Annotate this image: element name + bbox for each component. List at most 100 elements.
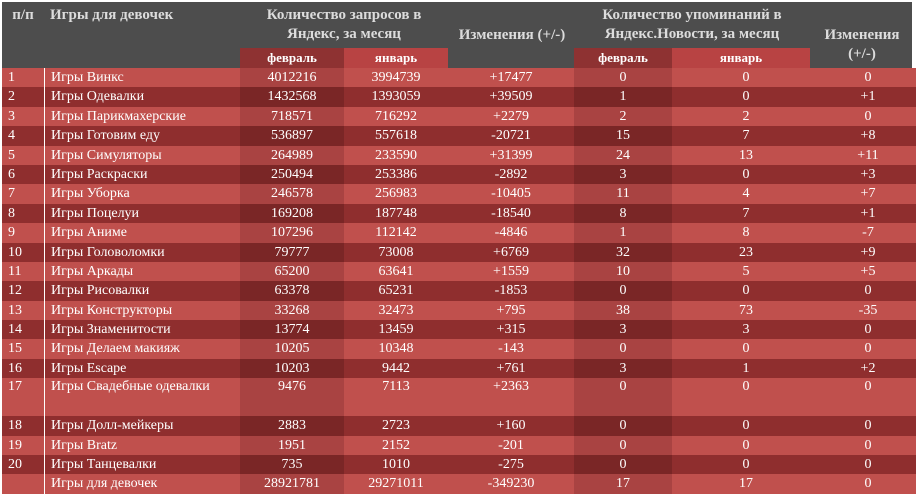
queries-february: 264989 bbox=[240, 145, 344, 165]
game-name: Игры для девочек bbox=[44, 474, 240, 494]
queries-february: 1432568 bbox=[240, 87, 344, 107]
game-name: Игры Делаем макияж bbox=[44, 339, 240, 359]
row-number: 4 bbox=[2, 126, 44, 146]
game-name: Игры Симуляторы bbox=[44, 145, 240, 165]
mentions-january: 0 bbox=[672, 281, 820, 301]
queries-january: 3994739 bbox=[344, 68, 448, 88]
queries-change: +315 bbox=[448, 320, 574, 340]
header-num: п/п bbox=[12, 7, 34, 23]
header-queries-change: Изменения (+/-) bbox=[458, 27, 566, 43]
game-name: Игры Парикмахерские bbox=[44, 106, 240, 127]
queries-january: 253386 bbox=[344, 164, 448, 185]
mentions-change: +2 bbox=[820, 358, 916, 379]
game-name: Игры Винкс bbox=[44, 68, 240, 88]
queries-february: 65200 bbox=[240, 261, 344, 282]
game-name: Игры Bratz bbox=[44, 435, 240, 456]
mentions-change: 0 bbox=[820, 320, 916, 340]
queries-change: +160 bbox=[448, 416, 574, 436]
queries-january: 557618 bbox=[344, 126, 448, 146]
mentions-february: 3 bbox=[574, 320, 672, 340]
table-body: 1 Игры Винкс 4012216 3994739 +17477 0 0 0 2 Игры … bbox=[2, 68, 916, 494]
header-queries-title: Количество запросов в Яндекс, за месяц bbox=[266, 7, 422, 42]
mentions-january: 0 bbox=[672, 87, 820, 107]
mentions-february: 10 bbox=[574, 261, 672, 282]
game-name: Игры Раскраски bbox=[44, 164, 240, 185]
game-name: Игры Уборка bbox=[44, 184, 240, 204]
queries-january: 63641 bbox=[344, 261, 448, 282]
queries-february: 536897 bbox=[240, 126, 344, 146]
mentions-january: 2 bbox=[672, 106, 820, 127]
queries-january: 2723 bbox=[344, 416, 448, 436]
mentions-january: 73 bbox=[672, 300, 820, 321]
mentions-february: 15 bbox=[574, 126, 672, 146]
row-number: 15 bbox=[2, 339, 44, 359]
queries-january: 32473 bbox=[344, 300, 448, 321]
game-name: Игры Аркады bbox=[44, 261, 240, 282]
mentions-change: 0 bbox=[820, 455, 916, 475]
row-number: 12 bbox=[2, 281, 44, 301]
queries-change: -201 bbox=[448, 435, 574, 456]
queries-change: -275 bbox=[448, 455, 574, 475]
queries-january: 1393059 bbox=[344, 87, 448, 107]
mentions-january: 0 bbox=[672, 435, 820, 456]
queries-february: 9476 bbox=[240, 378, 344, 417]
mentions-january: 23 bbox=[672, 242, 820, 262]
queries-january: 112142 bbox=[344, 223, 448, 243]
queries-change: +2363 bbox=[448, 378, 574, 417]
mentions-february: 11 bbox=[574, 184, 672, 204]
row-number: 10 bbox=[2, 242, 44, 262]
queries-january: 233590 bbox=[344, 145, 448, 165]
game-name: Игры Одевалки bbox=[44, 87, 240, 107]
game-name: Игры Головоломки bbox=[44, 242, 240, 262]
mentions-change: +7 bbox=[820, 184, 916, 204]
queries-january: 13459 bbox=[344, 320, 448, 340]
mentions-change: 0 bbox=[820, 106, 916, 127]
queries-february: 246578 bbox=[240, 184, 344, 204]
mentions-february: 17 bbox=[574, 474, 672, 494]
mentions-january: 0 bbox=[672, 378, 820, 417]
queries-february: 79777 bbox=[240, 242, 344, 262]
queries-change: +1559 bbox=[448, 261, 574, 282]
mentions-january: 7 bbox=[672, 126, 820, 146]
queries-january: 256983 bbox=[344, 184, 448, 204]
queries-change: +761 bbox=[448, 358, 574, 379]
queries-january: 2152 bbox=[344, 435, 448, 456]
queries-february: 735 bbox=[240, 455, 344, 475]
table-header: п/п Игры для девочек Количество запросов… bbox=[2, 2, 916, 68]
queries-february: 10205 bbox=[240, 339, 344, 359]
mentions-january: 0 bbox=[672, 416, 820, 436]
mentions-january: 7 bbox=[672, 203, 820, 224]
game-name: Игры Свадебные одевалки bbox=[44, 378, 240, 417]
row-number: 9 bbox=[2, 223, 44, 243]
mentions-change: 0 bbox=[820, 378, 916, 417]
queries-january: 73008 bbox=[344, 242, 448, 262]
queries-february: 13774 bbox=[240, 320, 344, 340]
mentions-january: 5 bbox=[672, 261, 820, 282]
row-number: 20 bbox=[2, 455, 44, 475]
mentions-february: 3 bbox=[574, 358, 672, 379]
mentions-january: 0 bbox=[672, 68, 820, 88]
row-number: 14 bbox=[2, 320, 44, 340]
mentions-change: +9 bbox=[820, 242, 916, 262]
header-queries-feb: февраль bbox=[240, 48, 344, 68]
mentions-january: 3 bbox=[672, 320, 820, 340]
queries-change: -18540 bbox=[448, 203, 574, 224]
mentions-change: 0 bbox=[820, 474, 916, 494]
queries-february: 10203 bbox=[240, 358, 344, 379]
queries-change: -10405 bbox=[448, 184, 574, 204]
queries-february: 33268 bbox=[240, 300, 344, 321]
queries-change: +31399 bbox=[448, 145, 574, 165]
mentions-february: 0 bbox=[574, 455, 672, 475]
mentions-february: 38 bbox=[574, 300, 672, 321]
mentions-january: 13 bbox=[672, 145, 820, 165]
mentions-change: 0 bbox=[820, 339, 916, 359]
mentions-february: 1 bbox=[574, 87, 672, 107]
queries-change: +39509 bbox=[448, 87, 574, 107]
row-number: 1 bbox=[2, 68, 44, 88]
queries-february: 28921781 bbox=[240, 474, 344, 494]
mentions-february: 0 bbox=[574, 378, 672, 417]
mentions-change: +3 bbox=[820, 164, 916, 185]
mentions-february: 0 bbox=[574, 339, 672, 359]
queries-january: 187748 bbox=[344, 203, 448, 224]
